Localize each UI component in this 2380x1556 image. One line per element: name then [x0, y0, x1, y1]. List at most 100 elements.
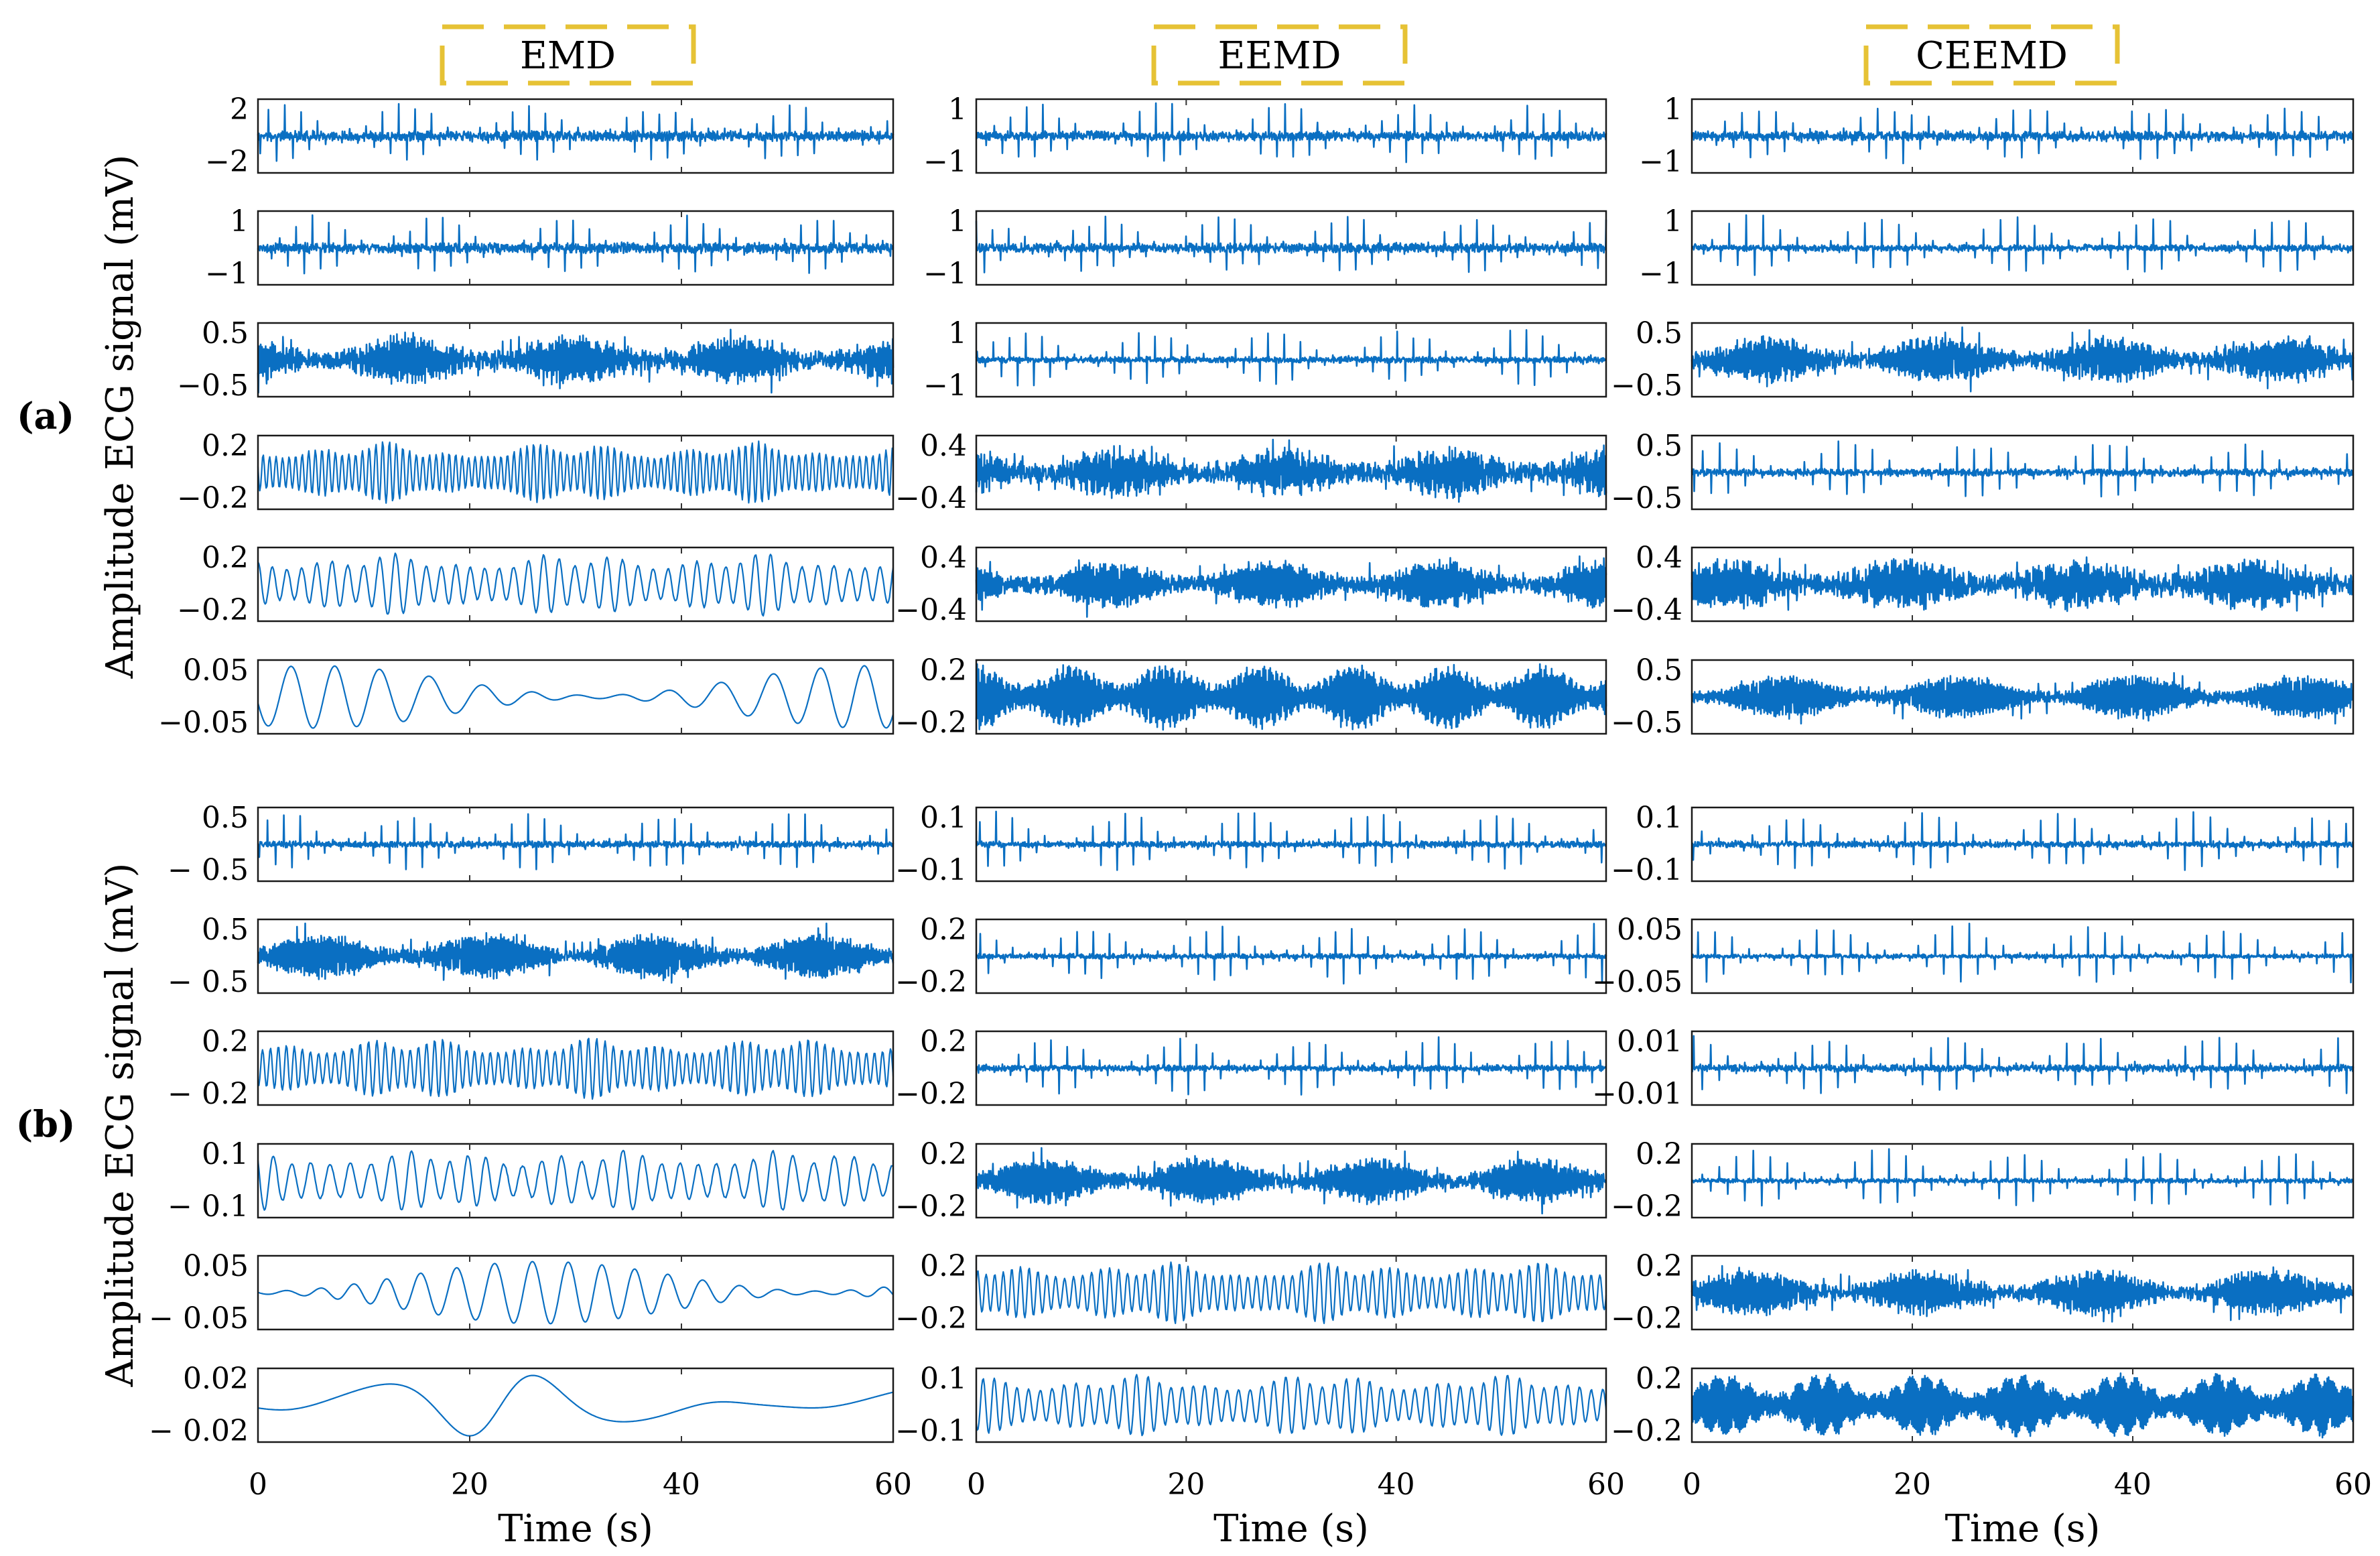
subplot-frame — [1691, 918, 2355, 994]
y-tick-label-top: 0.2 — [1636, 1362, 1682, 1396]
y-tick-label-top: 0.5 — [1636, 429, 1682, 463]
subplot-a-ceemd-imf2: 1 −1 — [1639, 204, 2355, 291]
y-tick-label-top: 0.1 — [920, 801, 967, 835]
imf-signal-line — [975, 215, 1607, 273]
subplot-frame — [1691, 210, 2355, 286]
y-tick-label-bottom: −0.1 — [895, 853, 967, 887]
subplot-b-emd-imf2: 0.5 − 0.5 — [168, 913, 895, 999]
x-tick-label: 20 — [1894, 1468, 1931, 1502]
subplot-b-eemd-imf1: 0.1 −0.1 — [895, 801, 1607, 887]
y-tick-label-bottom: −0.1 — [895, 1414, 967, 1448]
axis-labels: (a) Amplitude ECG signal (mV) 0 20 40 60 Time … — [16, 155, 2372, 1551]
imf-signal-line — [257, 1260, 894, 1325]
y-tick-label-bottom: −2 — [205, 145, 249, 179]
y-tick-label-bottom: −0.4 — [895, 593, 967, 627]
subplot-frame — [1691, 1030, 2355, 1106]
y-tick-label-bottom: − 0.02 — [149, 1414, 249, 1448]
y-tick-label-bottom: −0.5 — [1611, 369, 1682, 403]
subplot-b-eemd-imf6: 0.1 −0.1 — [895, 1362, 1607, 1448]
subplot-frame — [257, 1030, 895, 1106]
method-title-box-ceemd — [1863, 24, 2120, 86]
subplot-frame — [1691, 322, 2355, 398]
x-tick-label: 20 — [1167, 1468, 1205, 1502]
y-tick-label-top: 0.05 — [183, 1249, 249, 1283]
panel-label-b: (b) — [16, 1103, 76, 1146]
y-tick-label-top: 0.5 — [202, 801, 249, 835]
subplots: 2−21−10.5−0.50.2−0.20.2−0.20.05−0.051−11… — [149, 92, 2355, 1448]
subplot-b-ceemd-imf2: 0.05 −0.05 — [1592, 913, 2355, 999]
y-tick-label-top: 0.5 — [202, 913, 249, 947]
y-tick-label-top: 0.1 — [920, 1362, 967, 1396]
imf-signal-line — [257, 328, 895, 394]
imf-signal-line — [1691, 326, 2355, 393]
subplot-a-eemd-imf5: 0.4 −0.4 — [895, 541, 1607, 627]
imf-signal-line — [975, 1374, 1607, 1437]
subplot-a-eemd-imf6: 0.2 −0.2 — [895, 653, 1607, 740]
imf-signal-line — [257, 214, 895, 275]
y-tick-label-bottom: −0.1 — [1611, 853, 1682, 887]
subplot-frame — [257, 918, 895, 994]
subplot-a-ceemd-imf1: 1 −1 — [1639, 92, 2355, 179]
imf-signal-line — [257, 922, 895, 984]
y-tick-label-bottom: −0.5 — [1611, 706, 1682, 740]
imf-signal-line — [1691, 811, 2355, 871]
subplot-a-eemd-imf4: 0.4 −0.4 — [895, 429, 1607, 515]
subplot-a-eemd-imf2: 1 −1 — [923, 204, 1607, 291]
subplot-b-eemd-imf4: 0.2 −0.2 — [895, 1137, 1607, 1224]
subplot-b-emd-imf5: 0.05 − 0.05 — [149, 1249, 895, 1336]
y-axis-title-a: Amplitude ECG signal (mV) — [98, 155, 142, 679]
subplot-a-ceemd-imf5: 0.4 −0.4 — [1611, 541, 2355, 627]
subplot-frame — [257, 1254, 895, 1331]
subplot-frame — [975, 434, 1607, 511]
subplot-a-ceemd-imf4: 0.5 −0.5 — [1611, 429, 2355, 515]
imf-signal-line — [1691, 922, 2355, 984]
imf-signal-line — [975, 1147, 1607, 1215]
imf-signal-line — [975, 810, 1607, 871]
imf-signal-line — [975, 1261, 1607, 1324]
x-axis-title-eemd: Time (s) — [1213, 1507, 1369, 1551]
x-tick-label: 20 — [451, 1468, 488, 1502]
subplot-frame — [975, 918, 1607, 994]
subplot-frame — [1691, 434, 2355, 511]
subplot-b-emd-imf4: 0.1 − 0.1 — [168, 1137, 895, 1224]
imf-signal-line — [975, 555, 1607, 618]
imf-signal-line — [1691, 440, 2355, 498]
y-tick-label-bottom: −1 — [1639, 145, 1682, 179]
subplot-a-emd-imf2: 1 −1 — [205, 204, 895, 291]
subplot-frame — [257, 210, 895, 286]
y-tick-label-bottom: −0.2 — [177, 593, 249, 627]
subplot-frame — [975, 210, 1607, 286]
subplot-frame — [1691, 1143, 2355, 1219]
panel-label-a: (a) — [17, 395, 74, 438]
y-tick-label-top: 0.2 — [202, 1025, 249, 1059]
x-axis-title-emd: Time (s) — [498, 1507, 653, 1551]
x-tick-label: 60 — [1587, 1468, 1625, 1502]
subplot-frame — [257, 546, 895, 623]
y-tick-label-bottom: − 0.1 — [168, 1189, 249, 1224]
method-titles: EMD EEMD CEEMD — [440, 24, 2120, 86]
subplot-frame — [975, 1030, 1607, 1106]
subplot-b-ceemd-imf5: 0.2 −0.2 — [1611, 1249, 2355, 1336]
y-axis-title-b: Amplitude ECG signal (mV) — [98, 863, 142, 1388]
y-tick-label-top: 0.5 — [202, 316, 249, 350]
imf-signal-line — [1691, 556, 2355, 612]
imf-signal-line — [1691, 1035, 2355, 1094]
y-tick-label-top: 1 — [948, 204, 967, 239]
y-tick-label-bottom: − 0.5 — [168, 853, 249, 887]
subplot-a-emd-imf1: 2 −2 — [205, 92, 895, 179]
subplot-b-ceemd-imf1: 0.1 −0.1 — [1611, 801, 2355, 887]
y-tick-label-top: 1 — [1664, 204, 1682, 239]
subplot-a-emd-imf6: 0.05 −0.05 — [158, 653, 895, 740]
subplot-b-ceemd-imf6: 0.2 −0.2 — [1611, 1362, 2355, 1448]
y-tick-label-bottom: −0.5 — [1611, 481, 1682, 515]
y-tick-label-top: 1 — [230, 204, 249, 239]
y-tick-label-bottom: −0.2 — [895, 706, 967, 740]
subplot-a-ceemd-imf6: 0.5 −0.5 — [1611, 653, 2355, 740]
subplot-frame — [1691, 1367, 2355, 1443]
y-tick-label-bottom: − 0.05 — [149, 1301, 249, 1336]
y-tick-label-bottom: −0.2 — [1611, 1301, 1682, 1336]
y-tick-label-bottom: −0.2 — [1611, 1414, 1682, 1448]
y-tick-label-bottom: −1 — [205, 257, 249, 291]
method-title-box-eemd — [1151, 24, 1408, 86]
y-tick-label-top: 1 — [948, 316, 967, 350]
